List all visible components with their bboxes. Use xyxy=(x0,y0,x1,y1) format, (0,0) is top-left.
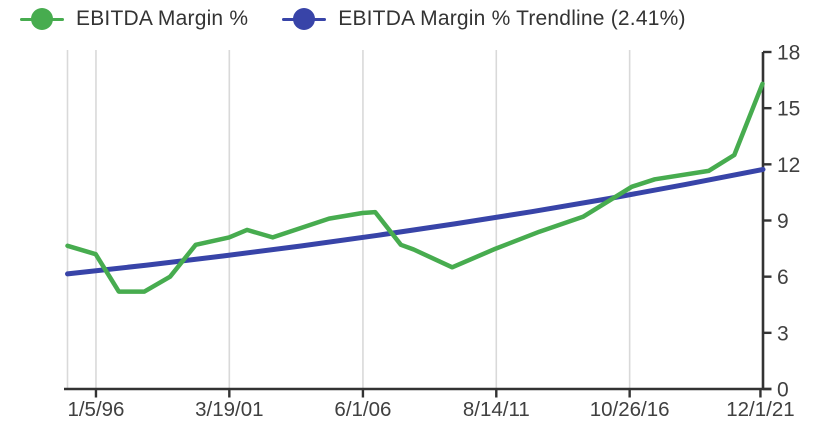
line-circle-marker-blue-icon xyxy=(282,8,327,30)
y-axis-tick-label: 0 xyxy=(777,379,789,402)
y-axis-tick-label: 12 xyxy=(777,154,800,177)
y-axis-tick-label: 3 xyxy=(777,322,789,345)
legend-item-trendline[interactable]: EBITDA Margin % Trendline (2.41%) xyxy=(282,7,685,31)
x-axis-tick-label: 6/1/06 xyxy=(334,398,391,421)
y-axis-tick-label: 15 xyxy=(777,98,800,121)
chart-legend: EBITDA Margin % EBITDA Margin % Trendlin… xyxy=(20,3,686,35)
x-axis-tick-label: 10/26/16 xyxy=(590,398,670,421)
legend-item-ebitda-margin[interactable]: EBITDA Margin % xyxy=(20,7,248,31)
y-axis-tick-label: 9 xyxy=(777,210,789,233)
x-axis-tick-label: 8/14/11 xyxy=(463,398,530,421)
y-axis-tick-label: 6 xyxy=(777,266,789,289)
x-axis-tick-label: 12/1/21 xyxy=(726,398,794,421)
x-axis-tick-label: 3/19/01 xyxy=(195,398,263,421)
line-circle-marker-green-icon xyxy=(20,8,64,30)
ebitda-margin-series-line xyxy=(65,81,765,294)
x-axis-tick-label: 1/5/96 xyxy=(67,398,124,421)
y-axis-tick-label: 18 xyxy=(777,42,800,65)
legend-label-trendline: EBITDA Margin % Trendline (2.41%) xyxy=(338,7,686,30)
trendline-series-line xyxy=(65,166,766,277)
legend-label-ebitda-margin: EBITDA Margin % xyxy=(76,7,249,30)
